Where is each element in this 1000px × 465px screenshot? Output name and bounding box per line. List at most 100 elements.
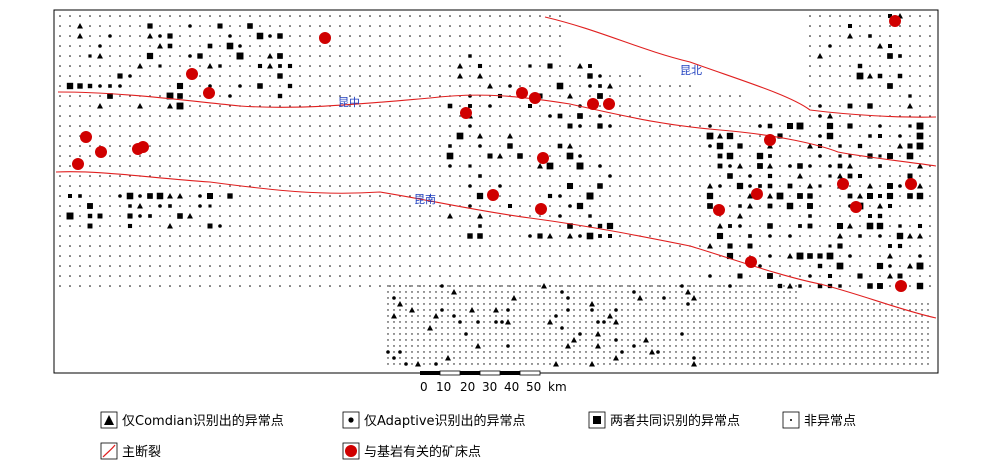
non-anomaly-marker [619,245,621,247]
non-anomaly-marker [309,65,311,67]
non-anomaly-marker [539,75,541,77]
non-anomaly-marker [573,327,575,329]
non-anomaly-marker [699,145,701,147]
non-anomaly-marker [479,245,481,247]
non-anomaly-marker [741,351,743,353]
non-anomaly-marker [99,225,101,227]
non-anomaly-marker [559,265,561,267]
non-anomaly-marker [543,351,545,353]
non-anomaly-marker [389,35,391,37]
comdian-anomaly-marker [867,73,873,79]
non-anomaly-marker [119,265,121,267]
non-anomaly-marker [289,135,291,137]
comdian-anomaly-marker [97,103,103,109]
non-anomaly-marker [419,135,421,137]
non-anomaly-marker [729,309,731,311]
non-anomaly-marker [889,285,891,287]
non-anomaly-marker [279,145,281,147]
non-anomaly-marker [789,245,791,247]
non-anomaly-marker [861,333,863,335]
non-anomaly-marker [495,339,497,341]
adaptive-anomaly-marker [434,362,438,366]
non-anomaly-marker [645,297,647,299]
adaptive-anomaly-marker [598,114,602,118]
comdian-anomaly-marker [541,283,547,289]
non-anomaly-marker [119,155,121,157]
non-anomaly-marker [309,35,311,37]
non-anomaly-marker [899,155,901,157]
non-anomaly-marker [149,265,151,267]
non-anomaly-marker [929,85,931,87]
non-anomaly-marker [349,245,351,247]
non-anomaly-marker [825,351,827,353]
non-anomaly-marker [529,215,531,217]
non-anomaly-marker [477,351,479,353]
non-anomaly-marker [639,309,641,311]
non-anomaly-marker [89,255,91,257]
non-anomaly-marker [477,363,479,365]
non-anomaly-marker [829,205,831,207]
non-anomaly-marker [69,65,71,67]
non-anomaly-marker [129,285,131,287]
non-anomaly-marker [909,363,911,365]
non-anomaly-marker [669,195,671,197]
non-anomaly-marker [859,105,861,107]
non-anomaly-marker [319,75,321,77]
non-anomaly-marker [603,333,605,335]
non-anomaly-marker [209,185,211,187]
non-anomaly-marker [459,85,461,87]
both-anomaly-marker [477,63,483,69]
non-anomaly-marker [189,45,191,47]
both-anomaly-marker [537,233,543,239]
adaptive-anomaly-marker [656,350,660,354]
non-anomaly-marker [219,175,221,177]
non-anomaly-marker [299,85,301,87]
non-anomaly-marker [359,105,361,107]
non-anomaly-marker [719,115,721,117]
non-anomaly-marker [735,363,737,365]
non-anomaly-marker [919,275,921,277]
non-anomaly-marker [389,195,391,197]
non-anomaly-marker [369,45,371,47]
non-anomaly-marker [687,285,689,287]
non-anomaly-marker [669,245,671,247]
non-anomaly-marker [529,15,531,17]
non-anomaly-marker [441,339,443,341]
non-anomaly-marker [869,245,871,247]
non-anomaly-marker [369,155,371,157]
non-anomaly-marker [471,345,473,347]
non-anomaly-marker [419,225,421,227]
comdian-anomaly-marker [565,343,571,349]
non-anomaly-marker [369,255,371,257]
non-anomaly-marker [289,265,291,267]
both-anomaly-marker [767,173,773,179]
non-anomaly-marker [199,65,201,67]
non-anomaly-marker [149,125,151,127]
adaptive-anomaly-marker [506,344,510,348]
non-anomaly-marker [199,95,201,97]
non-anomaly-marker [159,85,161,87]
non-anomaly-marker [453,357,455,359]
non-anomaly-marker [747,351,749,353]
non-anomaly-marker [539,135,541,137]
non-anomaly-marker [429,333,431,335]
adaptive-anomaly-marker [560,290,564,294]
non-anomaly-marker [919,55,921,57]
both-anomaly-marker [717,163,723,169]
non-anomaly-marker [897,315,899,317]
non-anomaly-marker [599,195,601,197]
non-anomaly-marker [879,85,881,87]
non-anomaly-marker [825,333,827,335]
non-anomaly-marker [719,195,721,197]
non-anomaly-marker [669,363,671,365]
non-anomaly-marker [509,25,511,27]
fault-south [55,171,937,319]
non-anomaly-marker [199,15,201,17]
non-anomaly-marker [109,265,111,267]
non-anomaly-marker [869,265,871,267]
non-anomaly-marker [659,285,661,287]
non-anomaly-marker [693,339,695,341]
both-anomaly-marker [868,134,872,138]
non-anomaly-marker [79,65,81,67]
non-anomaly-marker [269,175,271,177]
